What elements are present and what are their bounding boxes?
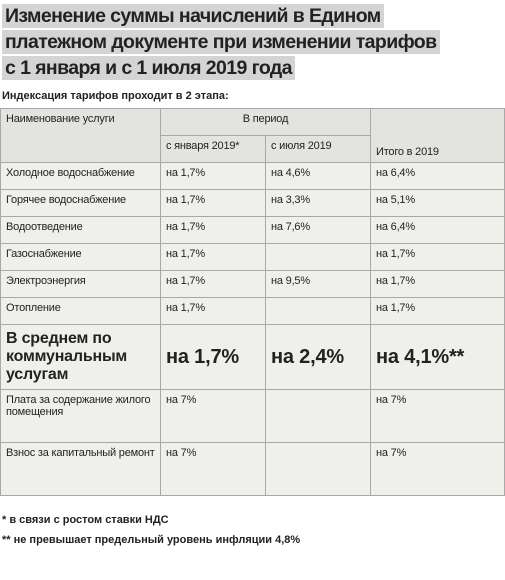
value-cell: на 7% (370, 442, 505, 496)
value-cell: на 6,4% (370, 216, 505, 244)
value-cell: на 1,7% (160, 189, 266, 217)
value-cell: на 1,7% (160, 216, 266, 244)
value-cell: на 7% (160, 389, 266, 443)
value-cell (265, 297, 371, 325)
table-row: Электроэнергия на 1,7% на 9,5% на 1,7% (0, 270, 505, 298)
value-cell: на 4,1%** (370, 324, 505, 390)
header-cell: с января 2019* (160, 135, 266, 163)
table-row: Холодное водоснабжение на 1,7% на 4,6% на 6… (0, 162, 505, 190)
value-cell (265, 243, 371, 271)
service-cell: Газоснабжение (0, 243, 161, 271)
service-cell: Отопление (0, 297, 161, 325)
subtitle: Индексация тарифов проходит в 2 этапа: (2, 90, 229, 102)
service-cell: Водоотведение (0, 216, 161, 244)
header-cell: с июля 2019 (265, 135, 371, 163)
value-cell: на 1,7% (160, 297, 266, 325)
value-cell: на 2,4% (265, 324, 371, 390)
value-cell: на 1,7% (160, 162, 266, 190)
value-cell: на 7,6% (265, 216, 371, 244)
title-line: Изменение суммы начислений в Едином (2, 4, 384, 28)
service-cell: Плата за содержание жилого помещения (0, 389, 161, 443)
title-line: платежном документе при изменении тарифо… (2, 30, 440, 54)
value-cell: на 1,7% (160, 324, 266, 390)
tariff-table: Наименование услуги В период Итого в 201… (0, 108, 505, 496)
value-cell (265, 389, 371, 443)
value-cell: на 9,5% (265, 270, 371, 298)
header-cell: Наименование услуги (0, 108, 161, 163)
table-row: В среднем по коммунальным услугам на 1,7%… (0, 324, 505, 390)
value-cell: на 4,6% (265, 162, 371, 190)
table-row: Взнос за капитальный ремонт на 7% на 7% (0, 442, 505, 496)
service-cell: Взнос за капитальный ремонт (0, 442, 161, 496)
value-cell: на 7% (370, 389, 505, 443)
value-cell: на 1,7% (370, 270, 505, 298)
value-cell: на 5,1% (370, 189, 505, 217)
value-cell: на 1,7% (370, 297, 505, 325)
service-cell: Горячее водоснабжение (0, 189, 161, 217)
value-cell: на 7% (160, 442, 266, 496)
title-line: с 1 января и с 1 июля 2019 года (2, 56, 295, 80)
table-row: Водоотведение на 1,7% на 7,6% на 6,4% (0, 216, 505, 244)
service-cell: Холодное водоснабжение (0, 162, 161, 190)
footnotes: * в связи с ростом ставки НДС ** не прев… (2, 510, 505, 550)
footnote: ** не превышает предельный уровень инфля… (2, 534, 301, 546)
value-cell (265, 442, 371, 496)
service-cell: В среднем по коммунальным услугам (0, 324, 161, 390)
table-row: Плата за содержание жилого помещения на 7… (0, 389, 505, 443)
service-cell: Электроэнергия (0, 270, 161, 298)
value-cell: на 1,7% (160, 243, 266, 271)
header-cell: В период (160, 108, 371, 136)
value-cell: на 1,7% (370, 243, 505, 271)
table-row: Газоснабжение на 1,7% на 1,7% (0, 243, 505, 271)
table-row: Отопление на 1,7% на 1,7% (0, 297, 505, 325)
value-cell: на 3,3% (265, 189, 371, 217)
header-cell: Итого в 2019 (370, 108, 505, 163)
title: Изменение суммы начислений в Едином плат… (0, 0, 505, 82)
footnote: * в связи с ростом ставки НДС (2, 514, 169, 526)
value-cell: на 6,4% (370, 162, 505, 190)
value-cell: на 1,7% (160, 270, 266, 298)
table-row: Горячее водоснабжение на 1,7% на 3,3% на 5,… (0, 189, 505, 217)
